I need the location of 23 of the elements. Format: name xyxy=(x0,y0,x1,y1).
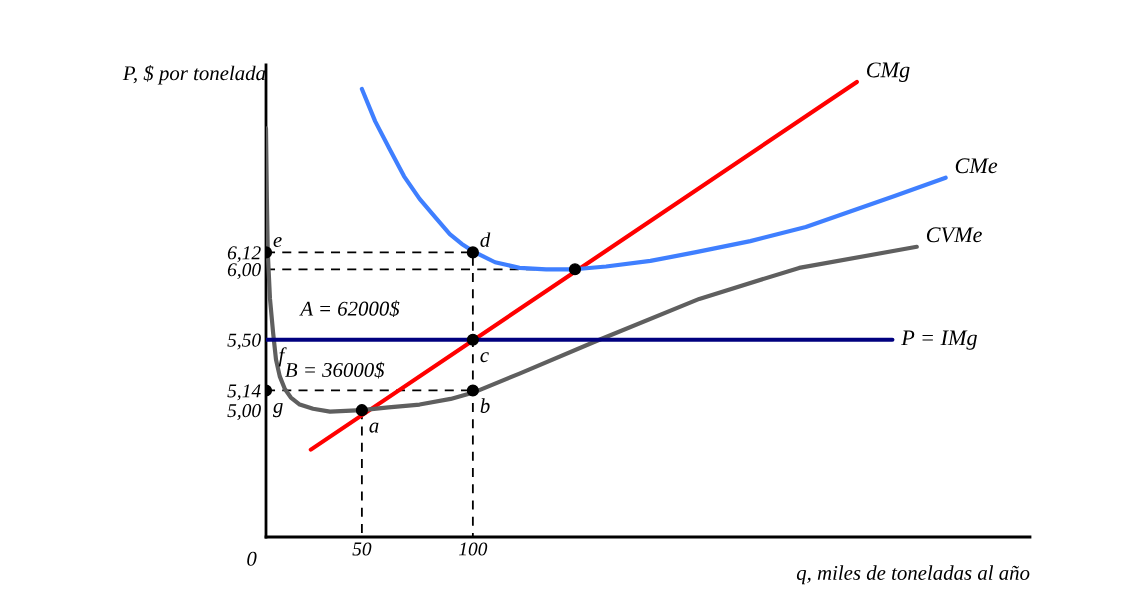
y-tick-label: 5,14 xyxy=(227,384,261,401)
series-label: CMg xyxy=(866,62,910,82)
annotation: e xyxy=(273,237,282,248)
annotation: B = 36000$ xyxy=(285,361,385,379)
y-tick-label: 5,00 xyxy=(227,404,261,420)
annotation: d xyxy=(480,232,491,248)
series-label: CMe xyxy=(955,158,998,174)
annotation: b xyxy=(480,398,490,413)
annotation: a xyxy=(369,422,379,433)
annotation: f xyxy=(278,347,287,367)
y-tick-label: 6,00 xyxy=(227,263,261,280)
y-tick-label: 5,50 xyxy=(227,333,261,350)
x-axis-title: q, miles de toneladas al año xyxy=(796,565,1030,585)
series-label: CVMe xyxy=(926,227,982,243)
y-axis-title: P, $ por tonelada xyxy=(122,65,266,85)
series-label: P = IMg xyxy=(901,330,977,350)
annotation: g xyxy=(272,402,283,418)
x-tick-label: 50 xyxy=(352,542,372,556)
y-tick-label: 6,12 xyxy=(227,246,261,263)
x-tick-label: 100 xyxy=(458,542,488,556)
annotation: c xyxy=(480,352,489,363)
text: 0 xyxy=(247,551,257,566)
annotation: A = 62000$ xyxy=(299,300,400,318)
